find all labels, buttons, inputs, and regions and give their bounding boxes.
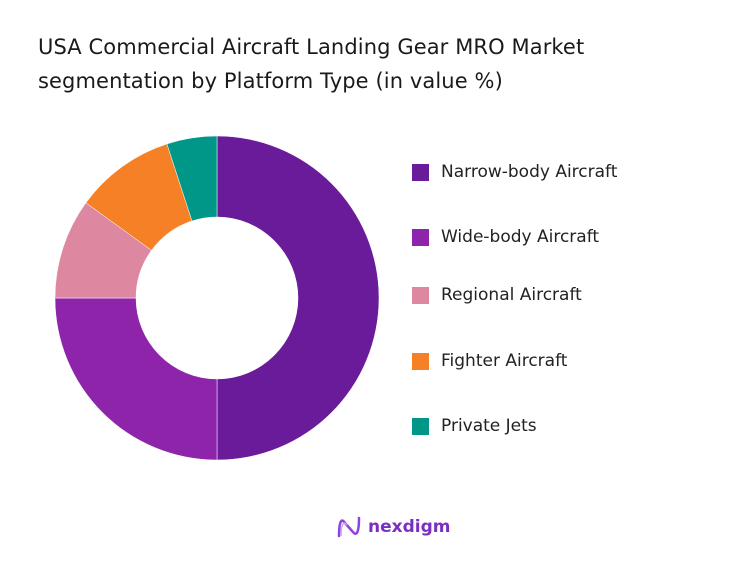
- legend-label: Narrow-body Aircraft: [441, 162, 618, 182]
- legend-label: Fighter Aircraft: [441, 351, 568, 371]
- legend-item: Regional Aircraft: [412, 285, 582, 305]
- nexdigm-logo-icon: [337, 516, 361, 538]
- brand-name: nexdigm: [368, 517, 451, 537]
- title-line-2: segmentation by Platform Type (in value …: [38, 69, 503, 93]
- legend-label: Wide-body Aircraft: [441, 227, 600, 247]
- legend-swatch: [412, 286, 429, 304]
- legend-label: Private Jets: [441, 416, 537, 436]
- legend-item: Narrow-body Aircraft: [412, 162, 617, 182]
- legend-item: Fighter Aircraft: [412, 351, 567, 371]
- legend-item: Wide-body Aircraft: [412, 227, 599, 247]
- title-line-1: USA Commercial Aircraft Landing Gear MRO…: [38, 35, 585, 59]
- chart-title: USA Commercial Aircraft Landing Gear MRO…: [38, 30, 584, 98]
- legend-swatch: [412, 163, 429, 181]
- legend-swatch: [412, 417, 429, 435]
- legend-label: Regional Aircraft: [441, 285, 582, 305]
- legend-item: Private Jets: [412, 416, 537, 436]
- legend-swatch: [412, 228, 429, 246]
- slice-private-jets: [166, 135, 218, 222]
- slice-narrow-body-aircraft: [216, 135, 380, 461]
- slice-wide-body-aircraft: [54, 297, 218, 461]
- legend-swatch: [412, 352, 429, 370]
- nexdigm-logo: nexdigm: [336, 515, 450, 539]
